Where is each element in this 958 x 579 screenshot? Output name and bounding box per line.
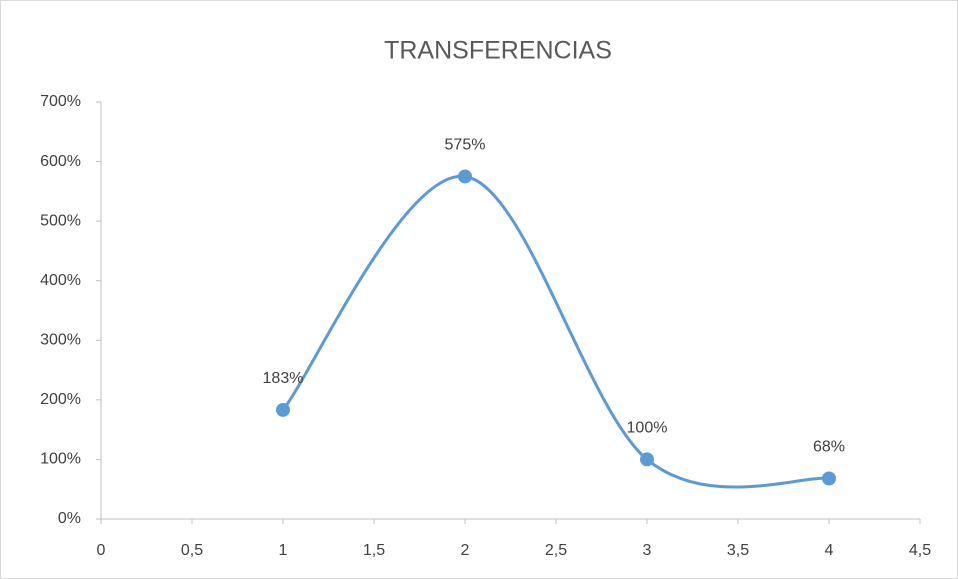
x-tick-label: 2 <box>461 542 470 559</box>
x-tick-label: 0 <box>97 542 106 559</box>
data-label: 183% <box>263 370 304 387</box>
y-tick-label: 600% <box>40 153 81 170</box>
y-tick-label: 100% <box>40 451 81 468</box>
chart-title: TRANSFERENCIAS <box>384 37 612 65</box>
data-label: 100% <box>627 420 668 437</box>
x-tick-label: 2,5 <box>545 542 567 559</box>
x-tick-label: 4,5 <box>909 542 931 559</box>
x-tick-label: 1,5 <box>363 542 385 559</box>
data-point <box>822 471 836 486</box>
data-point <box>640 452 654 467</box>
y-tick-label: 300% <box>40 332 81 349</box>
y-tick-label: 0% <box>58 510 81 527</box>
x-tick-label: 1 <box>279 542 288 559</box>
y-tick-label: 500% <box>40 212 81 229</box>
x-tick-label: 0,5 <box>181 542 203 559</box>
data-label: 68% <box>813 439 845 456</box>
data-point <box>276 402 290 417</box>
series-line <box>281 174 830 489</box>
data-label: 575% <box>445 137 486 154</box>
y-tick-label: 700% <box>40 93 81 110</box>
data-point <box>458 169 472 184</box>
x-tick-label: 4 <box>825 542 834 559</box>
y-tick-label: 400% <box>40 272 81 289</box>
x-tick-label: 3,5 <box>727 542 749 559</box>
y-tick-label: 200% <box>40 391 81 408</box>
x-tick-label: 3 <box>643 542 652 559</box>
